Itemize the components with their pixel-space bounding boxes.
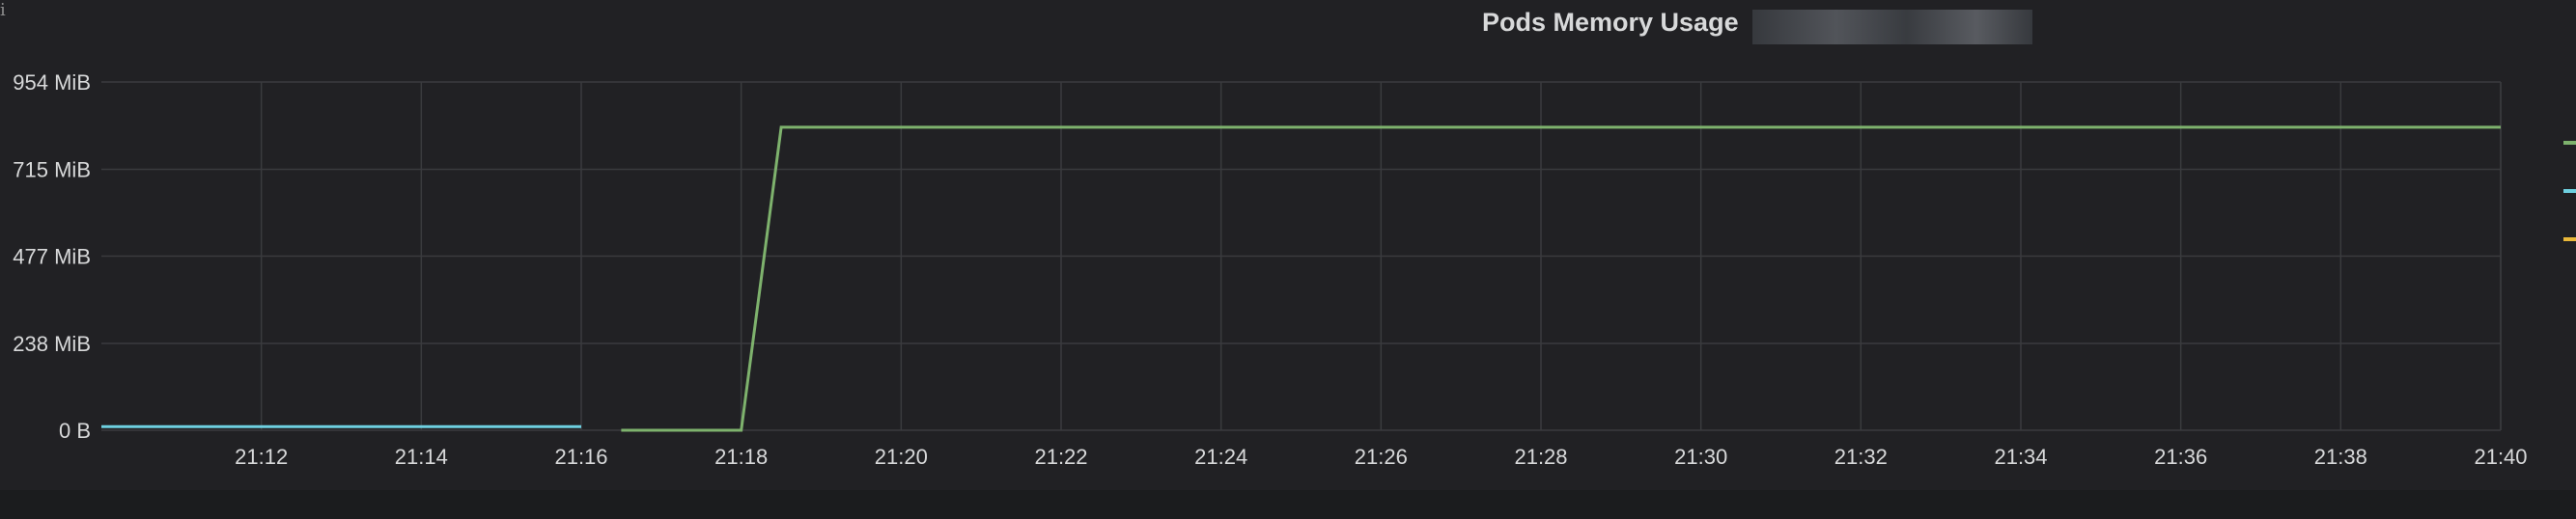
x-tick-label: 21:12 bbox=[235, 445, 288, 469]
x-tick-label: 21:20 bbox=[875, 445, 928, 469]
y-tick-label: 0 B bbox=[59, 419, 91, 443]
x-axis: 21:12 21:14 21:16 21:18 21:20 21:22 21:24 21:26… bbox=[235, 445, 2527, 469]
x-tick-label: 21:36 bbox=[2154, 445, 2207, 469]
x-tick-label: 21:22 bbox=[1034, 445, 1087, 469]
panel-title[interactable]: Pods Memory Usage bbox=[1482, 8, 1739, 37]
x-tick-label: 21:14 bbox=[395, 445, 448, 469]
x-tick-label: 21:32 bbox=[1834, 445, 1888, 469]
x-tick-label: 21:16 bbox=[554, 445, 607, 469]
x-tick-label: 21:24 bbox=[1194, 445, 1247, 469]
y-tick-label: 238 MiB bbox=[13, 332, 91, 356]
panel-footer bbox=[0, 490, 2576, 519]
x-tick-label: 21:34 bbox=[1994, 445, 2047, 469]
x-tick-label: 21:40 bbox=[2474, 445, 2527, 469]
series-lines[interactable] bbox=[101, 125, 2501, 432]
y-tick-label: 954 MiB bbox=[13, 70, 91, 95]
x-tick-label: 21:18 bbox=[714, 445, 768, 469]
x-tick-label: 21:26 bbox=[1355, 445, 1408, 469]
y-tick-label: 477 MiB bbox=[13, 245, 91, 269]
y-axis: 0 B 238 MiB 477 MiB 715 MiB 954 MiB bbox=[13, 70, 91, 443]
x-tick-label: 21:30 bbox=[1674, 445, 1727, 469]
legend[interactable] bbox=[2563, 141, 2576, 241]
info-icon[interactable]: i bbox=[0, 0, 6, 20]
x-tick-label: 21:38 bbox=[2314, 445, 2367, 469]
series-line[interactable] bbox=[621, 125, 2501, 432]
grid bbox=[101, 81, 2502, 431]
redacted-title-suffix bbox=[1752, 10, 2032, 44]
y-tick-label: 715 MiB bbox=[13, 157, 91, 181]
x-tick-label: 21:28 bbox=[1514, 445, 1567, 469]
